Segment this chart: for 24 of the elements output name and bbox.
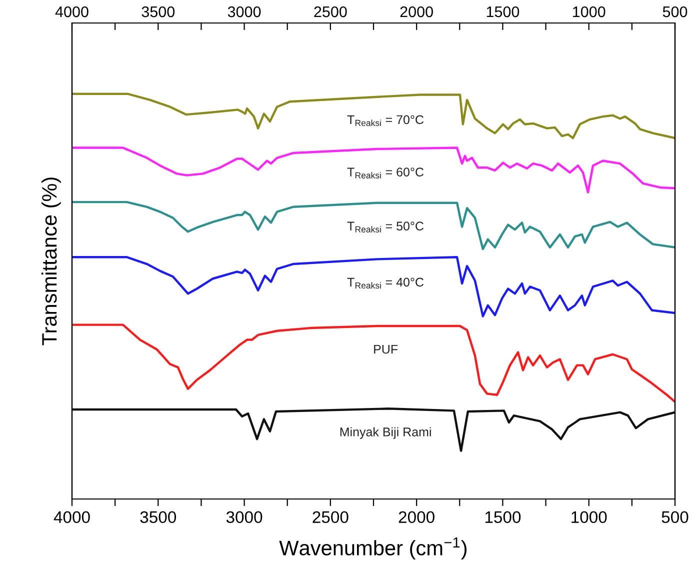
x-tick-label: 2000: [398, 511, 434, 524]
series-label: T$_{Reaksi}$ = 40°C: [347, 278, 424, 289]
y-axis-title: Transmittance (%): [41, 178, 61, 346]
x-tick-label: 1500: [485, 511, 521, 524]
x-tick-label: 4000: [54, 511, 90, 524]
x-tick-label: 500: [662, 511, 688, 524]
x2-tick-label: 500: [662, 6, 688, 18]
x-tick-label: 3500: [140, 511, 176, 524]
series-label: T$_{Reaksi}$ = 60°C: [347, 168, 424, 178]
x2-tick-label: 2500: [314, 6, 347, 18]
x2-tick-label: 4000: [55, 6, 88, 18]
series-label: Minyak Biji Rami: [340, 427, 431, 439]
series-label: PUF: [374, 344, 398, 354]
x-axis-title: Wavenumber (cm$^{−1}$): [279, 537, 467, 560]
x2-tick-label: 1000: [573, 6, 606, 18]
x2-tick-label: 3000: [228, 6, 261, 18]
x2-tick-label: 2000: [400, 6, 433, 18]
x-tick-label: 3000: [226, 511, 262, 524]
series-label: T$_{Reaksi}$ = 50°C: [347, 222, 424, 232]
x-tick-label: 1000: [572, 511, 607, 524]
x2-tick-label: 1500: [486, 6, 520, 18]
series-label: T$_{Reaksi}$ = 70°C: [347, 115, 424, 126]
x2-tick-label: 3500: [142, 6, 175, 18]
x-tick-label: 2500: [312, 511, 348, 524]
